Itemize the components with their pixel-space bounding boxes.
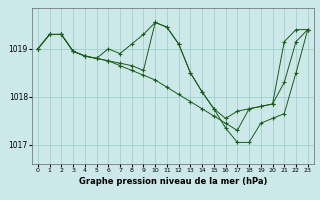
X-axis label: Graphe pression niveau de la mer (hPa): Graphe pression niveau de la mer (hPa) bbox=[79, 177, 267, 186]
